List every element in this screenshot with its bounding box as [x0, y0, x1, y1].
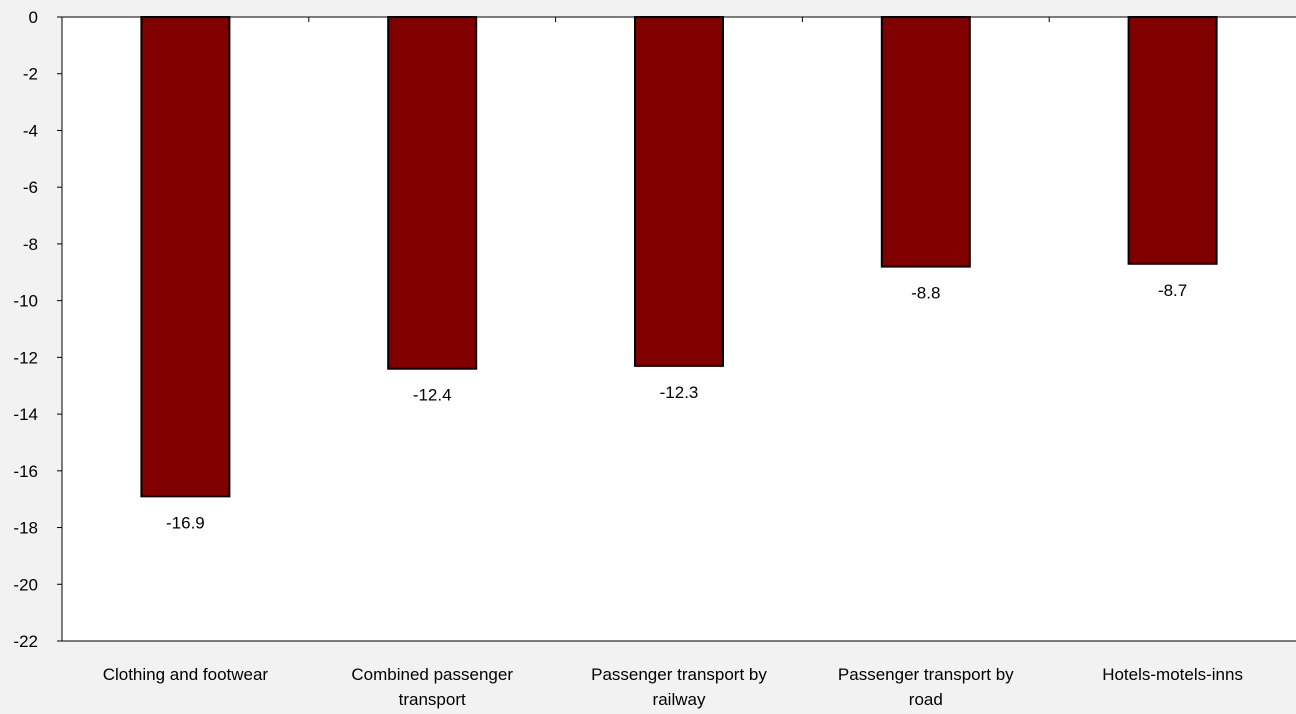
bar — [880, 16, 971, 268]
bar — [1127, 16, 1218, 265]
y-tick-label: -10 — [13, 292, 38, 311]
y-axis: 0 -2 -4 -6 -8 -10 -12 -14 -16 -18 -20 -22 — [13, 8, 63, 651]
y-tick-label: -14 — [13, 405, 38, 424]
category-label: road — [909, 690, 943, 709]
category-label: Passenger transport by — [838, 665, 1014, 684]
bars — [140, 16, 1218, 498]
y-tick-label: -20 — [13, 575, 38, 594]
category-label: transport — [399, 690, 466, 709]
data-label: -12.3 — [660, 383, 699, 402]
y-tick-label: -8 — [23, 235, 38, 254]
data-label: -8.8 — [911, 284, 940, 303]
data-label: -16.9 — [166, 513, 205, 532]
bar — [634, 16, 724, 367]
y-tick-label: -4 — [23, 121, 38, 140]
data-label: -12.4 — [413, 386, 452, 405]
category-label: Passenger transport by — [591, 665, 767, 684]
data-labels: -16.9 -12.4 -12.3 -8.8 -8.7 — [166, 281, 1187, 533]
category-label: Combined passenger — [351, 665, 513, 684]
category-label: Hotels-motels-inns — [1102, 665, 1243, 684]
y-tick-label: -12 — [13, 348, 38, 367]
bar — [387, 16, 478, 370]
category-label: railway — [653, 690, 706, 709]
y-tick-label: -16 — [13, 462, 38, 481]
y-tick-label: -18 — [13, 519, 38, 538]
y-tick-label: -2 — [23, 65, 38, 84]
category-label: Clothing and footwear — [103, 665, 269, 684]
y-tick-label: 0 — [29, 8, 38, 27]
y-tick-label: -6 — [23, 178, 38, 197]
bar — [140, 16, 231, 498]
y-tick-label: -22 — [13, 632, 38, 651]
data-label: -8.7 — [1158, 281, 1187, 300]
